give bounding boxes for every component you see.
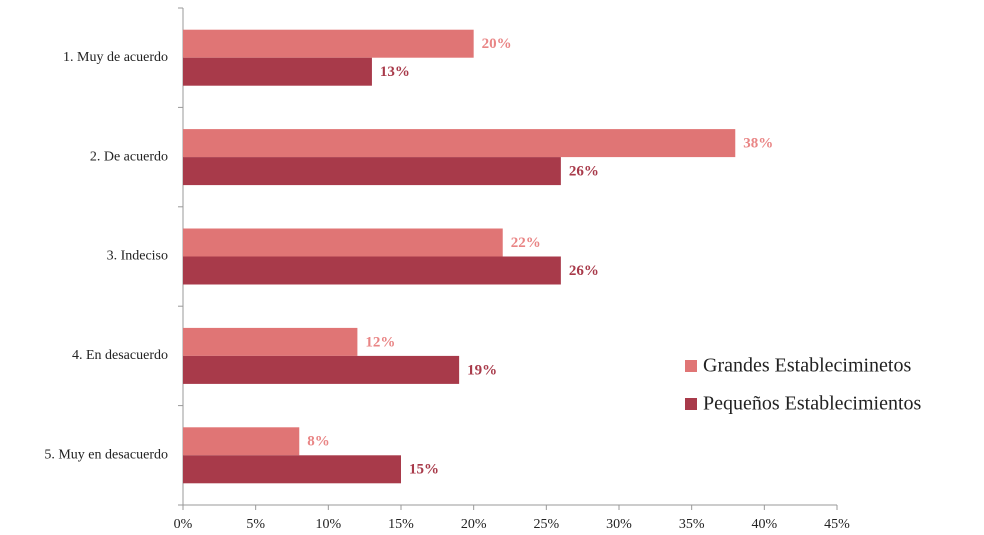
value-label: 19% [467,362,497,378]
category-label: 1. Muy de acuerdo [63,50,168,65]
legend-label: Pequeños Establecimientos [703,393,922,415]
x-tick-label: 15% [388,517,414,532]
category-label: 5. Muy en desacuerdo [44,448,168,463]
legend-swatch [685,398,697,410]
legend-label: Grandes Estableciminetos [703,355,911,377]
x-tick-label: 40% [751,517,777,532]
bar [183,327,358,356]
bar [183,455,401,484]
bar [183,129,736,158]
x-tick-label: 5% [246,517,265,532]
bar [183,57,372,86]
value-label: 22% [511,235,541,251]
category-label: 4. En desacuerdo [72,348,168,363]
x-tick-label: 45% [824,517,850,532]
bar [183,29,474,58]
value-label: 26% [569,164,599,180]
bar [183,427,300,456]
value-label: 12% [365,334,395,350]
value-label: 8% [307,434,330,450]
category-label: 3. Indeciso [107,249,168,264]
x-tick-label: 35% [679,517,705,532]
bar [183,355,460,384]
x-tick-label: 10% [315,517,341,532]
value-label: 20% [482,36,512,52]
bar [183,157,561,186]
value-label: 26% [569,263,599,279]
value-label: 38% [743,136,773,152]
x-tick-label: 25% [533,517,559,532]
category-label: 2. De acuerdo [90,149,168,164]
bar [183,228,503,257]
value-label: 15% [409,462,439,478]
legend-swatch [685,360,697,372]
x-tick-label: 30% [606,517,632,532]
x-tick-label: 0% [174,517,193,532]
x-tick-label: 20% [461,517,487,532]
value-label: 13% [380,64,410,80]
bar [183,256,561,285]
